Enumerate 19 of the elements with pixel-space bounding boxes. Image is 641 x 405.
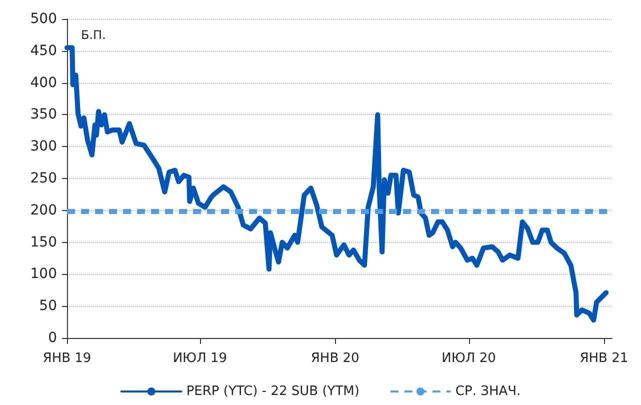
y-tick-label: 100 bbox=[30, 266, 57, 282]
x-tick-label: ЯНВ 19 bbox=[42, 351, 92, 366]
y-tick-label: 50 bbox=[39, 298, 57, 314]
x-tick-label: ЯНВ 20 bbox=[310, 351, 360, 366]
y-tick-label: 350 bbox=[30, 106, 57, 123]
y-tick-label: 500 bbox=[30, 11, 57, 27]
y-axis-title: Б.П. bbox=[81, 28, 106, 42]
y-tick-label: 150 bbox=[30, 234, 57, 250]
y-tick-label: 200 bbox=[30, 202, 57, 218]
y-tick-label: 400 bbox=[30, 74, 57, 91]
y-tick-label: 300 bbox=[30, 138, 57, 155]
x-tick-label: ИЮЛ 19 bbox=[172, 351, 228, 366]
y-tick-label: 450 bbox=[30, 42, 57, 59]
y-tick-label: 250 bbox=[30, 170, 57, 186]
x-tick-label: ЯНВ 21 bbox=[580, 351, 628, 366]
legend-label: PERP (YTC) - 22 SUB (YTM) bbox=[186, 384, 360, 399]
y-tick-label: 0 bbox=[48, 330, 57, 346]
x-tick-label: ИЮЛ 20 bbox=[442, 351, 496, 366]
legend-label: СР. ЗНАЧ. bbox=[455, 384, 521, 399]
